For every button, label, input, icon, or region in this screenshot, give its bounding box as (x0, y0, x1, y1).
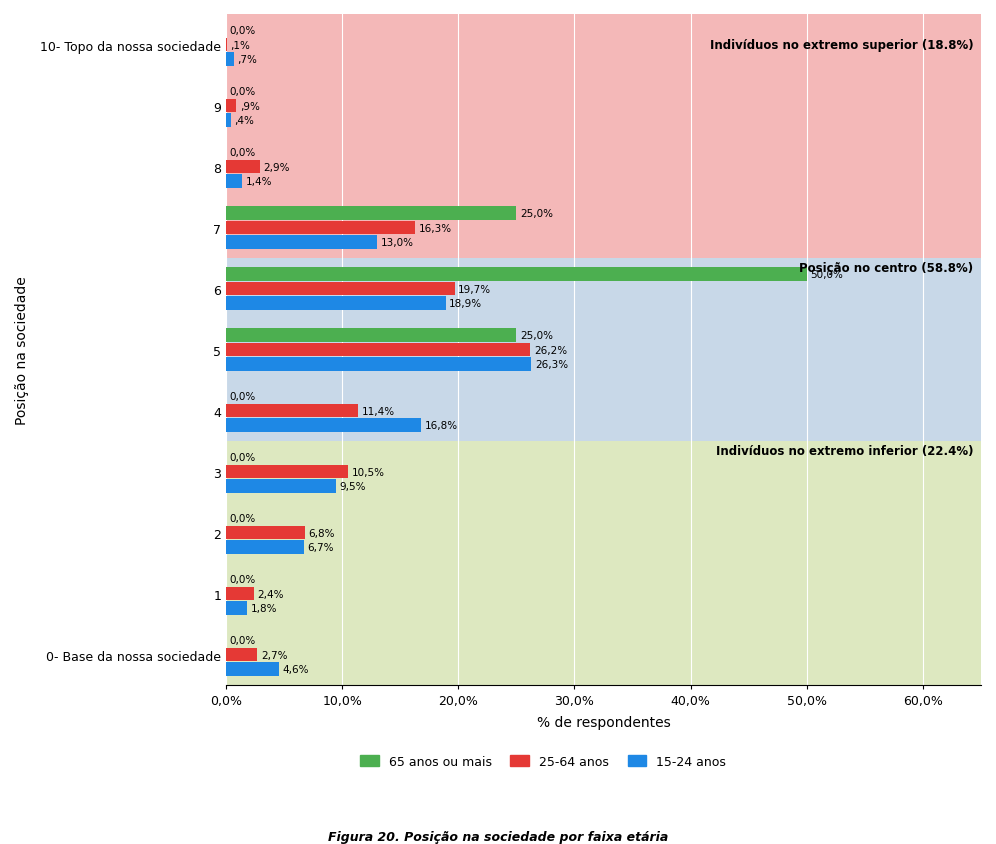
Text: 1,8%: 1,8% (250, 603, 277, 614)
Bar (226, 100, 236, 113)
Bar (226, 663, 280, 676)
Bar (226, 526, 305, 539)
Bar (226, 329, 516, 342)
Bar (226, 114, 231, 127)
Bar (226, 344, 530, 357)
Text: Indivíduos no extremo inferior (22.4%): Indivíduos no extremo inferior (22.4%) (716, 445, 973, 457)
Text: 25,0%: 25,0% (520, 208, 553, 219)
Text: 0,0%: 0,0% (229, 452, 256, 463)
Text: ,9%: ,9% (240, 101, 260, 111)
Bar (226, 221, 415, 235)
Bar (226, 587, 254, 601)
Bar (226, 160, 260, 174)
Text: Indivíduos no extremo superior (18.8%): Indivíduos no extremo superior (18.8%) (710, 40, 973, 52)
Bar (226, 207, 516, 220)
Text: 6,8%: 6,8% (309, 528, 335, 538)
Text: ,1%: ,1% (231, 41, 250, 51)
Bar (226, 268, 807, 281)
Bar (226, 602, 247, 615)
Text: 11,4%: 11,4% (362, 406, 395, 416)
Text: 0,0%: 0,0% (229, 26, 256, 35)
Bar (226, 419, 421, 432)
Bar (226, 259, 981, 441)
Text: 25,0%: 25,0% (520, 331, 553, 340)
Text: 19,7%: 19,7% (458, 284, 491, 295)
Bar (226, 297, 445, 311)
Bar (226, 648, 257, 662)
Bar (226, 176, 242, 188)
Bar (226, 39, 227, 52)
Text: 0,0%: 0,0% (229, 148, 256, 158)
Y-axis label: Posição na sociedade: Posição na sociedade (15, 276, 29, 425)
Text: 18,9%: 18,9% (449, 299, 482, 309)
X-axis label: % de respondentes: % de respondentes (537, 716, 670, 729)
Text: 26,3%: 26,3% (535, 360, 568, 370)
Text: 1,4%: 1,4% (246, 177, 272, 187)
Text: ,7%: ,7% (238, 55, 257, 65)
Bar (226, 283, 455, 296)
Text: 0,0%: 0,0% (229, 392, 256, 402)
Text: 50,0%: 50,0% (811, 269, 844, 279)
Bar (226, 441, 981, 685)
Text: 16,8%: 16,8% (424, 420, 458, 430)
Text: 26,2%: 26,2% (534, 345, 567, 355)
Bar (226, 358, 532, 371)
Text: 0,0%: 0,0% (229, 574, 256, 584)
Text: 13,0%: 13,0% (380, 238, 413, 248)
Text: 4,6%: 4,6% (283, 664, 310, 674)
Bar (226, 15, 981, 259)
Bar (226, 404, 359, 418)
Text: 0,0%: 0,0% (229, 87, 256, 97)
Text: 9,5%: 9,5% (340, 482, 367, 491)
Legend: 65 anos ou mais, 25-64 anos, 15-24 anos: 65 anos ou mais, 25-64 anos, 15-24 anos (355, 749, 731, 773)
Bar (226, 480, 337, 493)
Text: Posição no centro (58.8%): Posição no centro (58.8%) (800, 262, 973, 275)
Bar (226, 236, 376, 250)
Text: 6,7%: 6,7% (308, 543, 334, 553)
Text: 2,7%: 2,7% (261, 650, 287, 660)
Text: ,4%: ,4% (234, 116, 254, 126)
Bar (226, 53, 234, 67)
Text: 2,4%: 2,4% (257, 589, 284, 598)
Text: 0,0%: 0,0% (229, 513, 256, 523)
Bar (226, 465, 348, 479)
Bar (226, 541, 304, 555)
Text: 0,0%: 0,0% (229, 636, 256, 645)
Text: 10,5%: 10,5% (352, 467, 384, 477)
Text: 2,9%: 2,9% (263, 162, 290, 172)
Text: Figura 20. Posição na sociedade por faixa etária: Figura 20. Posição na sociedade por faix… (328, 830, 668, 843)
Text: 16,3%: 16,3% (418, 224, 452, 233)
